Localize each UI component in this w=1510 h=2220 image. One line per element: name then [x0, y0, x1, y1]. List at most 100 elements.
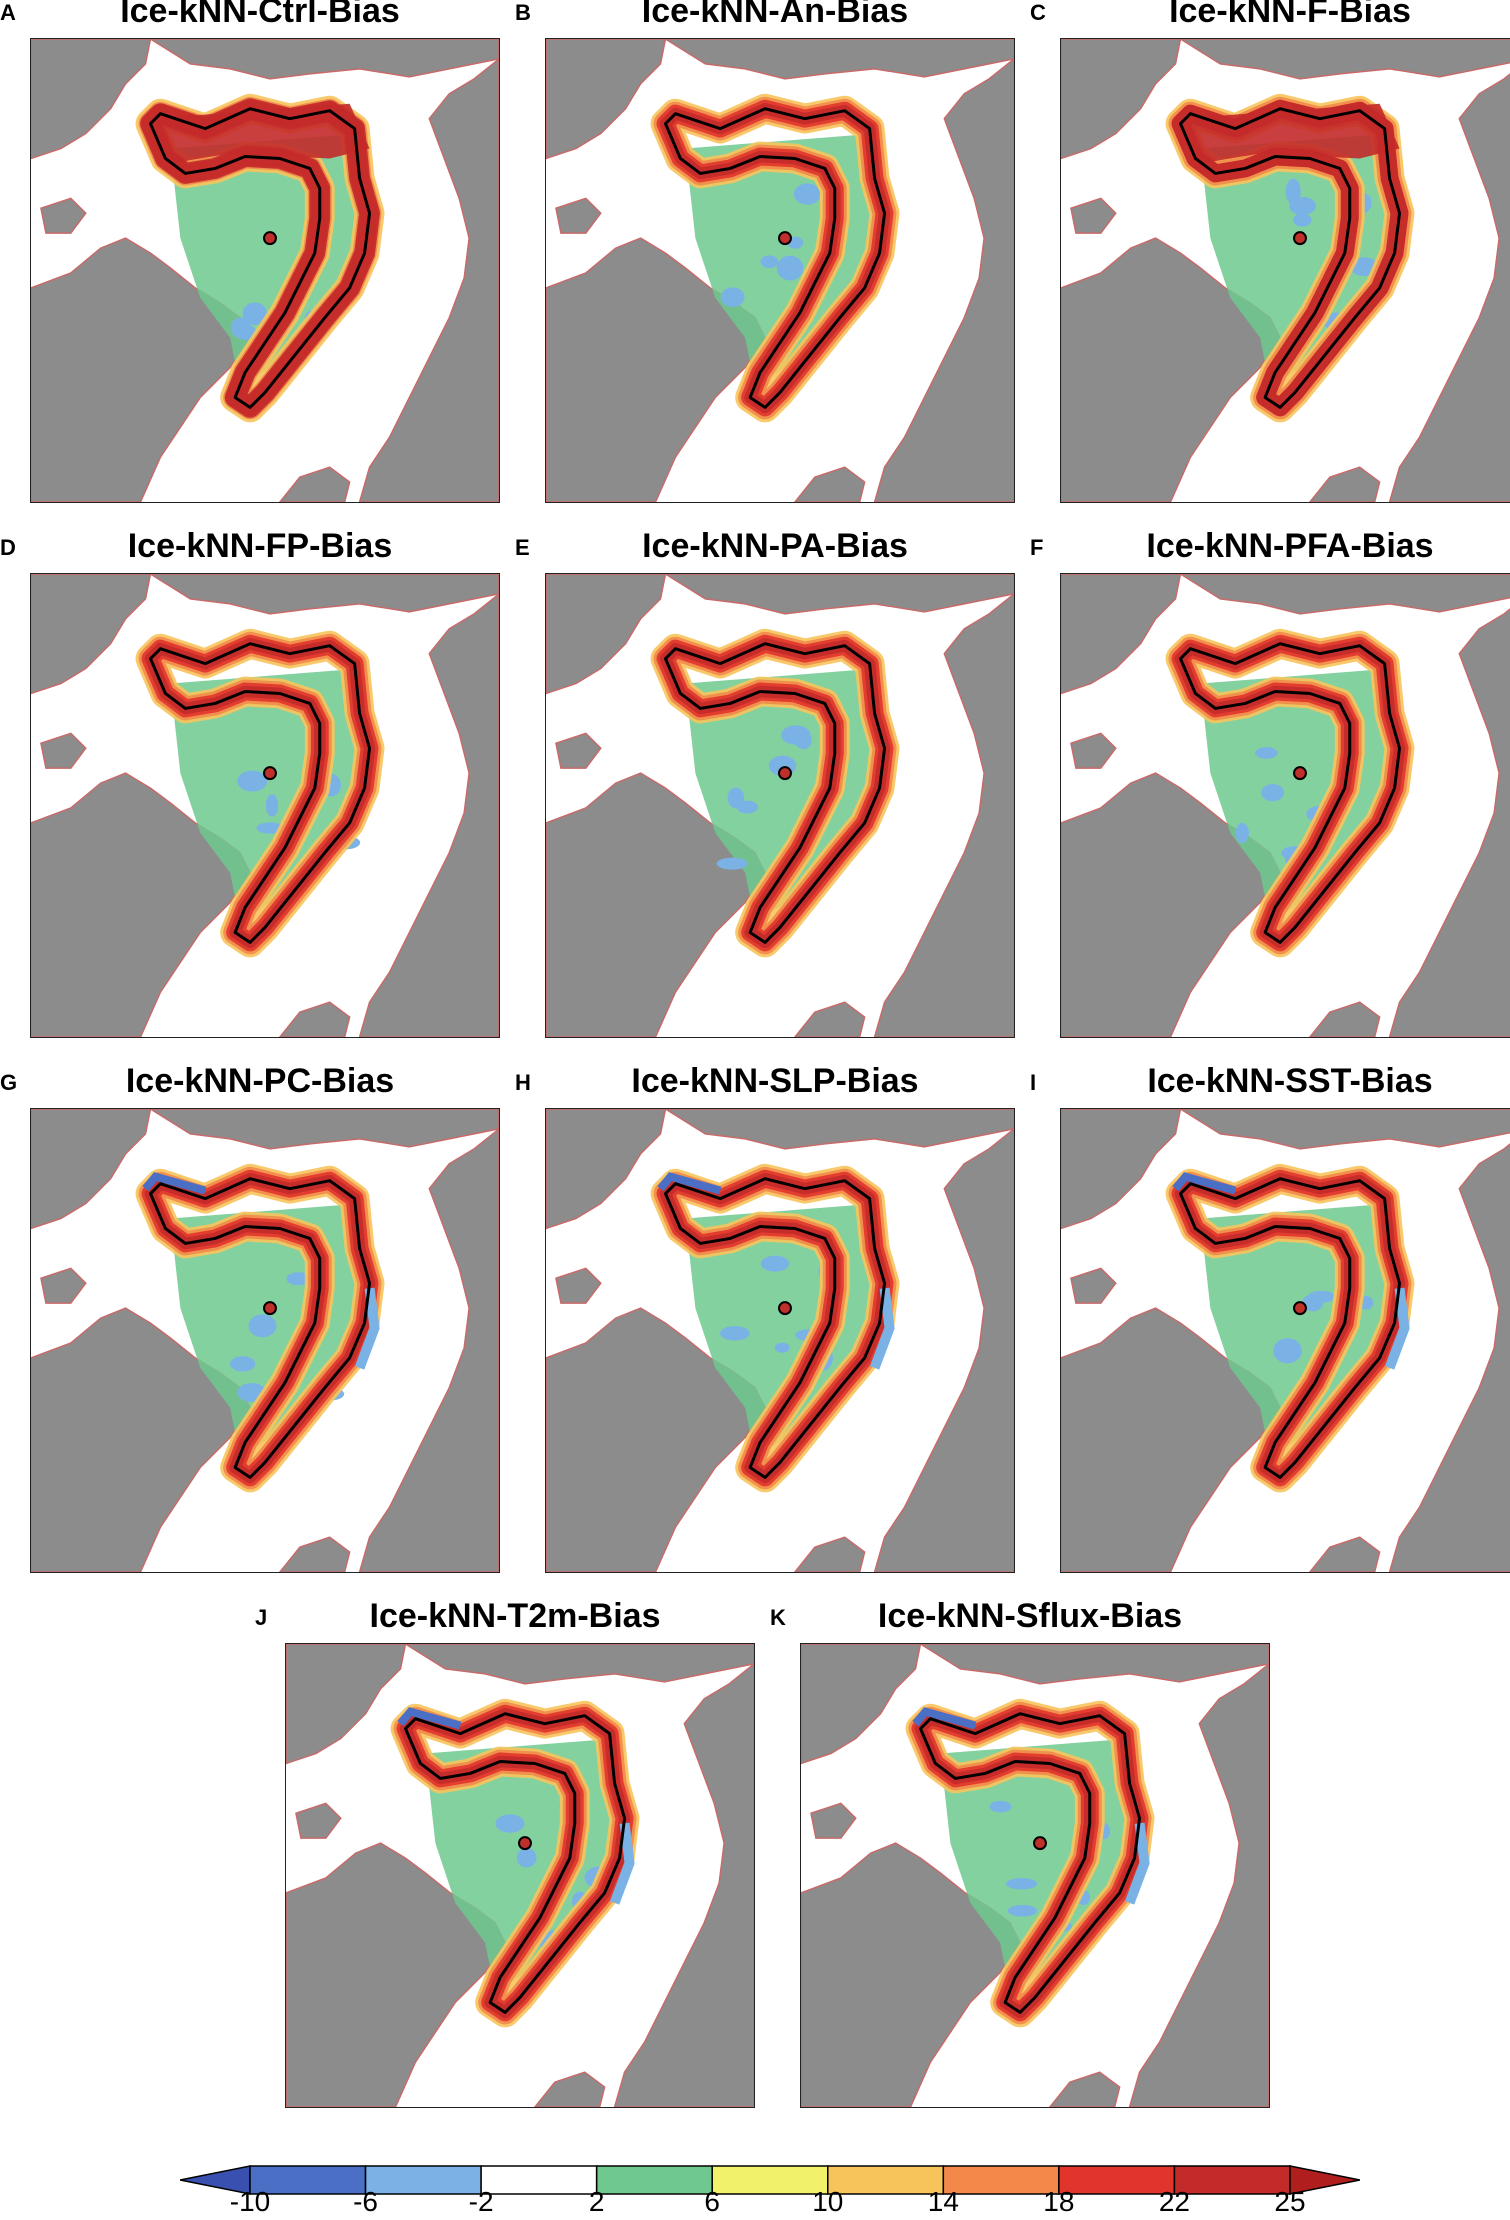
- polar-bias-map: [545, 1108, 1015, 1573]
- land-mass: [1179, 39, 1510, 80]
- land-mass: [1061, 574, 1182, 695]
- colorbar-swatch: [480, 2165, 598, 2195]
- colorbar-swatch: [364, 2165, 482, 2195]
- land-mass: [810, 1802, 857, 1839]
- panel-title: Ice-kNN-T2m-Bias: [369, 1597, 661, 1635]
- panel-letter: C: [1030, 0, 1046, 25]
- polar-bias-map: [1060, 573, 1510, 1038]
- colorbar-tick-label: 6: [704, 2186, 721, 2217]
- panel-title: Ice-kNN-Ctrl-Bias: [120, 0, 400, 30]
- map-panel: C Ice-kNN-F-Bias: [1030, 0, 1510, 540]
- land-mass: [546, 1109, 667, 1230]
- land-mass: [31, 574, 152, 695]
- panel-letter: B: [515, 0, 531, 25]
- land-mass: [40, 1267, 87, 1304]
- land-mass: [1061, 1109, 1182, 1230]
- panel-letter: F: [1030, 535, 1044, 560]
- land-mass: [149, 1109, 499, 1150]
- land-mass: [546, 574, 667, 695]
- polar-bias-map: [30, 1108, 500, 1573]
- land-mass: [546, 39, 667, 160]
- land-mass: [278, 1536, 351, 1572]
- ice-edge-contour: [1178, 1177, 1402, 1479]
- pole-marker: [263, 766, 277, 781]
- panel-title: Ice-kNN-PA-Bias: [642, 527, 908, 565]
- colorbar-swatch: [595, 2165, 713, 2195]
- land-mass: [1388, 73, 1510, 502]
- map-canvas: [546, 39, 1014, 502]
- colorbar-swatch: [1173, 2165, 1291, 2195]
- panel-title: Ice-kNN-F-Bias: [1169, 0, 1411, 30]
- land-mass: [31, 1109, 152, 1230]
- land-mass: [1061, 39, 1182, 160]
- land-mass: [1048, 2071, 1121, 2107]
- land-mass: [278, 466, 351, 502]
- land-mass: [1070, 197, 1117, 234]
- land-mass: [793, 1001, 866, 1037]
- ice-edge-contour: [1178, 642, 1402, 944]
- land-mass: [1128, 1662, 1269, 2107]
- ice-edge-contour: [1178, 107, 1402, 409]
- land-mass: [31, 39, 152, 160]
- land-mass: [295, 1802, 342, 1839]
- land-mass: [873, 1127, 1014, 1572]
- colorbar-swatch: [249, 2165, 367, 2195]
- colorbar-tick-label: -6: [353, 2186, 378, 2217]
- land-mass: [286, 1644, 407, 1765]
- panel-title: Ice-kNN-FP-Bias: [127, 527, 393, 565]
- land-mass: [873, 592, 1014, 1037]
- pole-marker: [518, 1836, 532, 1851]
- map-panel: A Ice-kNN-Ctrl-Bias: [0, 0, 500, 540]
- map-canvas: [286, 1644, 754, 2107]
- map-panel: B Ice-kNN-An-Bias: [515, 0, 1015, 540]
- colorbar-tick-label: 2: [588, 2186, 605, 2217]
- ice-edge-contour: [663, 107, 887, 409]
- colorbar-swatch: [1058, 2165, 1176, 2195]
- ice-edge-contour: [663, 1177, 887, 1479]
- panel-letter: J: [255, 1605, 268, 1630]
- land-mass: [793, 466, 866, 502]
- ice-edge-contour: [918, 1712, 1142, 2014]
- land-mass: [358, 1127, 499, 1572]
- colorbar-tick-label: 18: [1043, 2186, 1075, 2217]
- polar-bias-map: [285, 1643, 755, 2108]
- ice-edge-contour: [403, 1712, 627, 2014]
- land-mass: [404, 1644, 754, 1685]
- map-panel: E Ice-kNN-PA-Bias: [515, 527, 1015, 1075]
- colorbar-tick-label: 25: [1274, 2186, 1306, 2217]
- polar-bias-map: [1060, 38, 1510, 503]
- pole-marker: [263, 231, 277, 246]
- pole-marker: [1033, 1836, 1047, 1851]
- colorbar-tick-label: 14: [927, 2186, 959, 2217]
- map-panel: K Ice-kNN-Sflux-Bias: [770, 1597, 1270, 2145]
- land-mass: [664, 1109, 1014, 1150]
- land-mass: [358, 592, 499, 1037]
- panel-title: Ice-kNN-PC-Bias: [125, 1062, 395, 1100]
- colorbar: [180, 2160, 1360, 2220]
- land-mass: [873, 57, 1014, 502]
- map-canvas: [801, 1644, 1269, 2107]
- polar-bias-map: [30, 38, 500, 503]
- ice-edge-contour: [148, 1177, 372, 1479]
- map-canvas: [31, 1109, 499, 1572]
- land-mass: [1070, 1267, 1117, 1304]
- panel-title: Ice-kNN-PFA-Bias: [1146, 527, 1434, 565]
- panel-letter: G: [0, 1070, 18, 1095]
- map-canvas: [546, 1109, 1014, 1572]
- pole-marker: [778, 231, 792, 246]
- map-canvas: [31, 39, 499, 502]
- land-mass: [1308, 1536, 1381, 1572]
- map-canvas: [1061, 39, 1510, 502]
- land-mass: [1179, 574, 1510, 615]
- land-mass: [555, 1267, 602, 1304]
- land-mass: [1308, 466, 1381, 502]
- ice-edge-contour: [148, 642, 372, 944]
- map-panel: J Ice-kNN-T2m-Bias: [255, 1597, 755, 2145]
- ice-edge-contour: [148, 107, 372, 409]
- map-panel: F Ice-kNN-PFA-Bias: [1030, 527, 1510, 1075]
- pole-marker: [778, 766, 792, 781]
- panel-letter: I: [1030, 1070, 1037, 1095]
- pole-marker: [1293, 1301, 1307, 1316]
- land-mass: [1388, 608, 1510, 1037]
- colorbar-tick-label: 10: [812, 2186, 844, 2217]
